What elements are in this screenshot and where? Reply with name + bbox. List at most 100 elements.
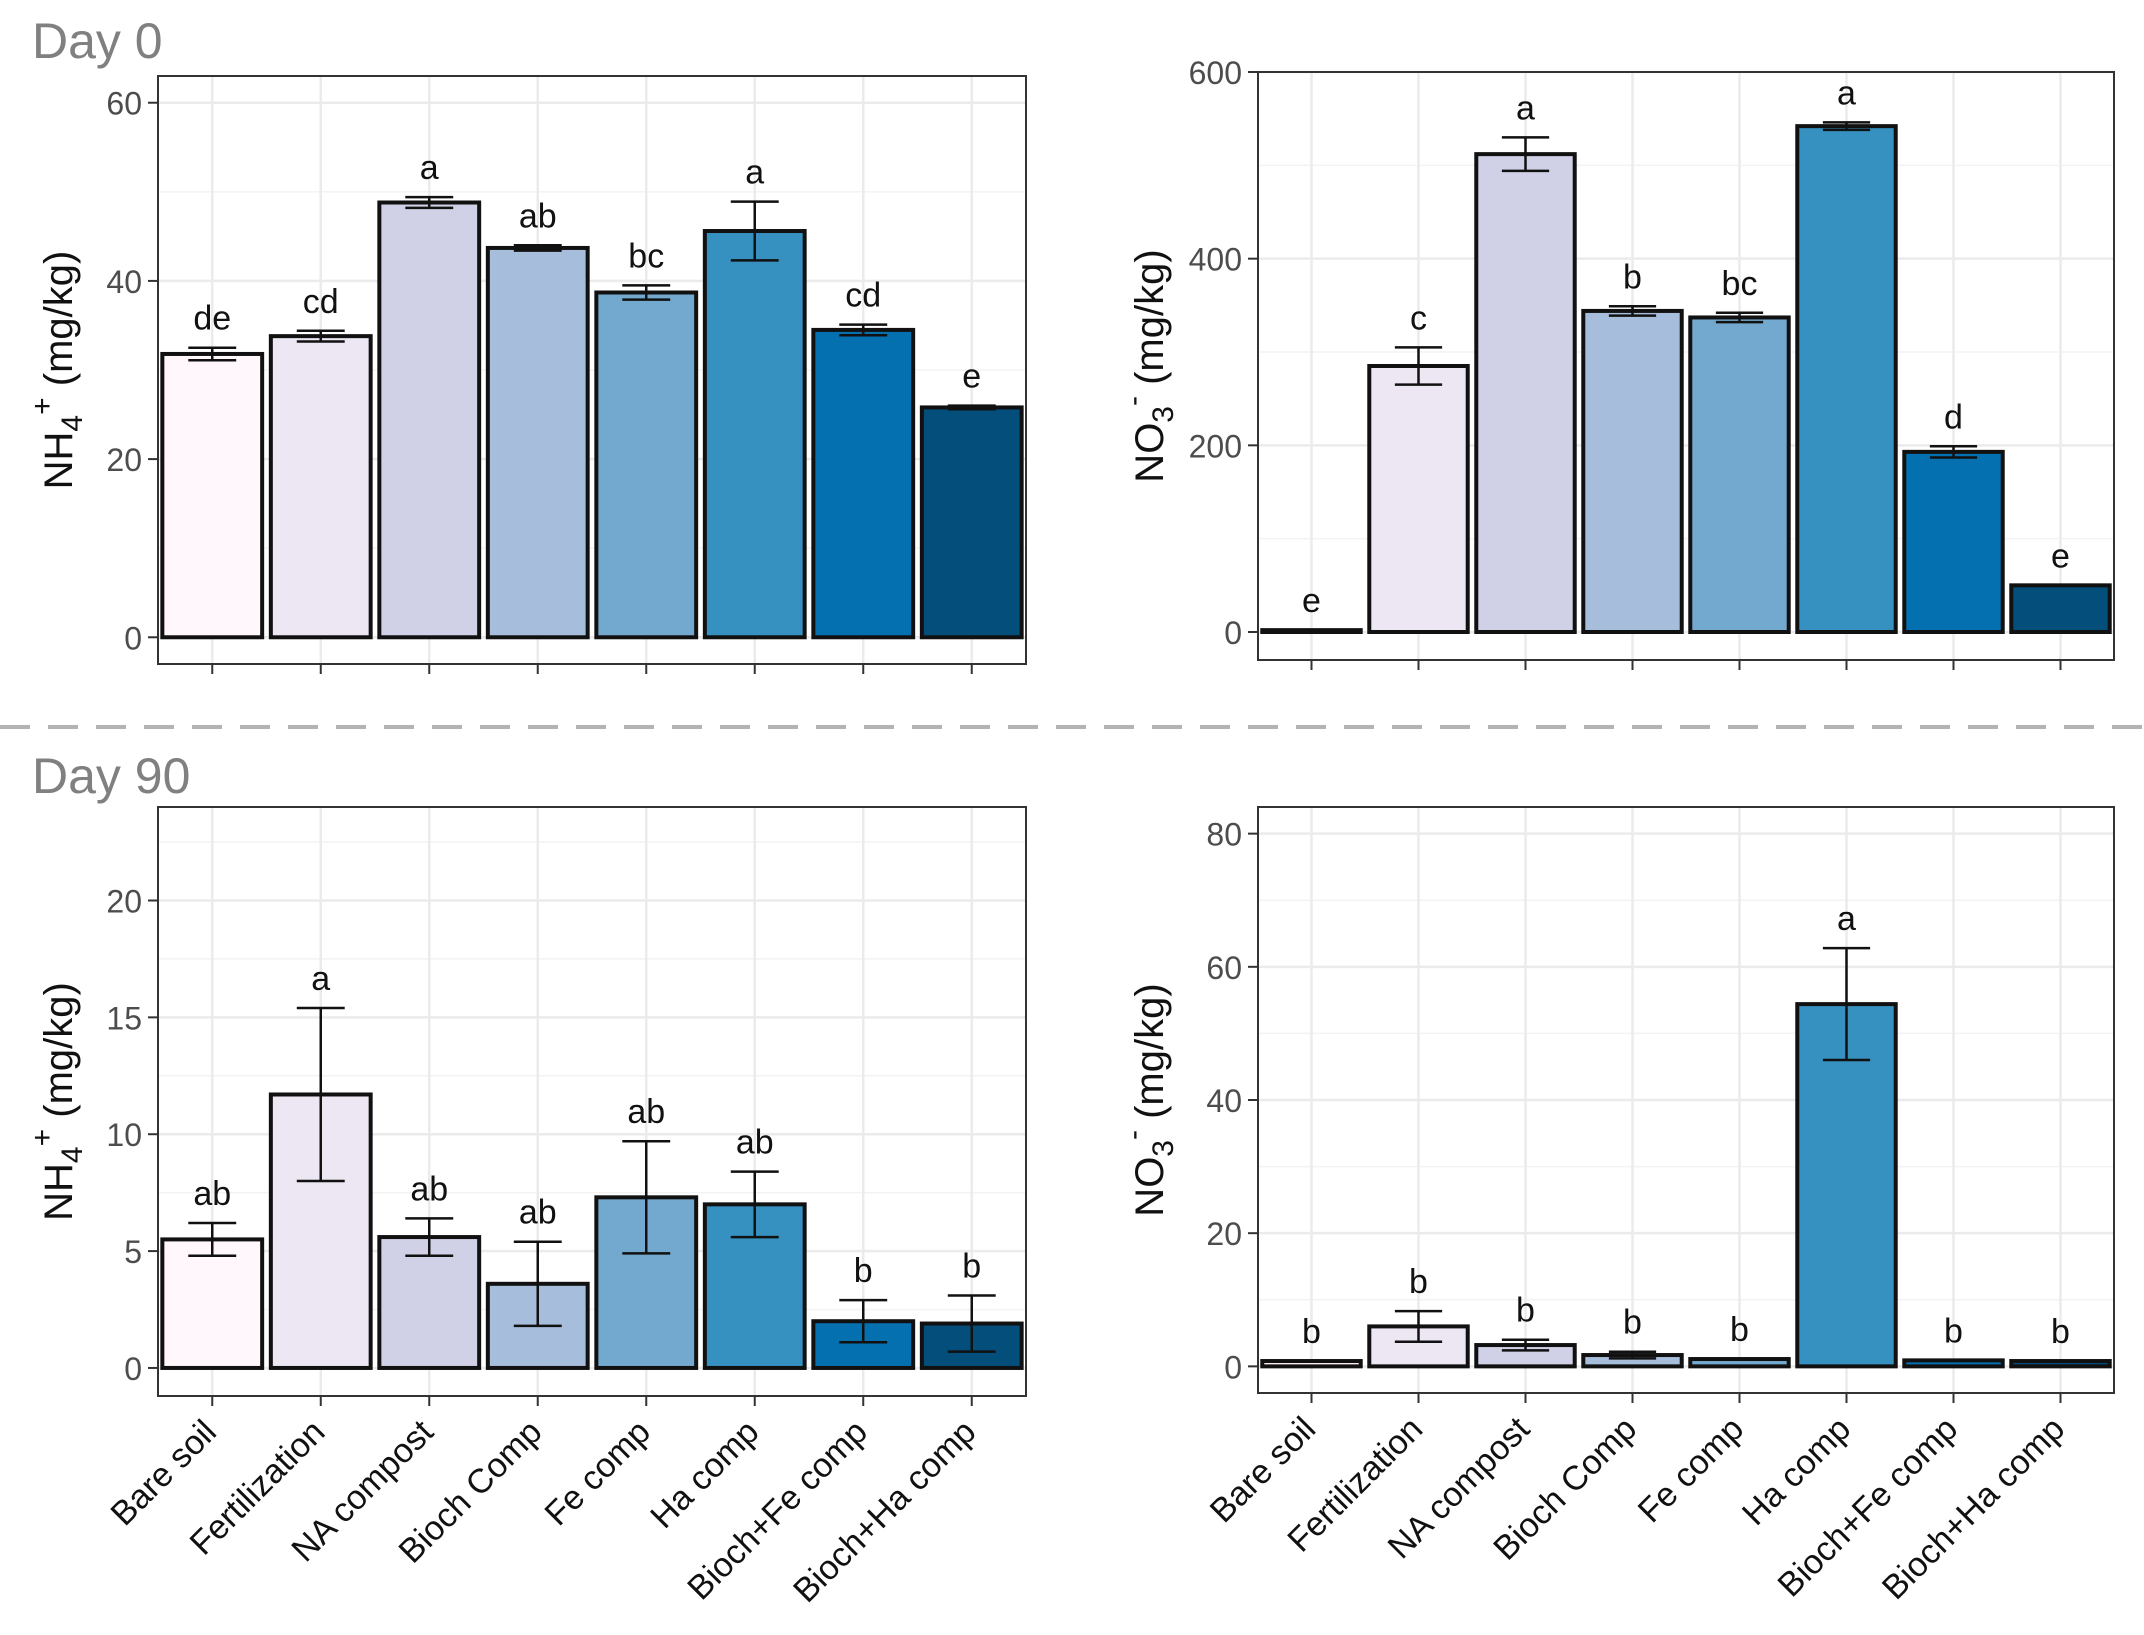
- y-tick-label: 0: [1224, 615, 1242, 651]
- bar-bare-soil: [160, 351, 265, 640]
- y-tick-label: 20: [1206, 1216, 1242, 1252]
- bar-fe-comp: [1688, 1357, 1791, 1369]
- y-axis-title-part: (mg/kg): [1128, 249, 1172, 396]
- bar-ha-comp: [702, 229, 807, 640]
- significance-letter: b: [1944, 1312, 1963, 1350]
- y-tick-label: 20: [106, 442, 142, 478]
- y-axis-title: NH4+ (mg/kg): [26, 982, 89, 1221]
- significance-letter: b: [2051, 1313, 2070, 1351]
- y-axis-title-part: -: [1117, 396, 1150, 406]
- y-axis-title-part: (mg/kg): [37, 251, 81, 398]
- significance-letter: b: [962, 1247, 981, 1285]
- bar-bioch-ha-comp: [2009, 583, 2112, 634]
- significance-letter: b: [1409, 1263, 1428, 1301]
- bar-ha-comp: [1795, 124, 1898, 634]
- panel-border: [1257, 806, 2115, 1394]
- y-tick-label: 200: [1189, 428, 1242, 464]
- y-axis-title-part: NH: [37, 432, 81, 490]
- significance-letter: b: [1730, 1311, 1749, 1349]
- significance-letter: e: [2051, 537, 2070, 575]
- significance-letter: d: [1944, 398, 1963, 436]
- significance-letter: b: [1623, 258, 1642, 296]
- significance-letter: ab: [736, 1124, 774, 1162]
- bar-bare-soil: [1260, 628, 1363, 635]
- bar-ha-comp: [1795, 1002, 1898, 1369]
- y-tick-label: 0: [1224, 1349, 1242, 1385]
- y-tick-label: 15: [106, 1000, 142, 1036]
- bar-fe-comp: [594, 290, 699, 640]
- bar-fertilization: [1367, 1324, 1470, 1369]
- y-axis-title-part: -: [1117, 1130, 1150, 1140]
- significance-letter: bc: [1722, 265, 1758, 303]
- significance-letter: e: [962, 358, 981, 396]
- y-axis-title-part: NO: [1128, 1157, 1172, 1217]
- significance-letter: a: [1837, 900, 1856, 938]
- significance-letter: cd: [845, 277, 881, 315]
- panel-border: [157, 806, 1027, 1397]
- day-90-label: Day 90: [32, 748, 190, 804]
- bar-fertilization: [268, 334, 373, 640]
- y-axis-title-part: +: [26, 397, 59, 415]
- bar-na-compost: [377, 200, 482, 640]
- y-tick-label: 0: [124, 620, 142, 656]
- y-tick-label: 20: [106, 883, 142, 919]
- y-axis-title: NH4+ (mg/kg): [26, 251, 89, 490]
- y-axis-title-part: NH: [37, 1163, 81, 1221]
- y-tick-label: 5: [124, 1234, 142, 1270]
- bar-bioch-comp: [1581, 308, 1684, 634]
- significance-letter: a: [1516, 89, 1535, 127]
- panel-border: [157, 75, 1027, 665]
- y-tick-label: 400: [1189, 242, 1242, 278]
- bar-bioch-ha-comp: [2009, 1359, 2112, 1369]
- y-axis-title-part: 4: [56, 415, 89, 432]
- significance-letter: a: [745, 154, 764, 192]
- significance-letter: b: [1516, 1292, 1535, 1330]
- bar-bare-soil: [1260, 1359, 1363, 1369]
- y-axis-title-part: 4: [56, 1146, 89, 1163]
- significance-letter: ab: [193, 1175, 231, 1213]
- significance-letter: ab: [519, 1194, 557, 1232]
- bar-bioch-fe-comp: [1902, 449, 2005, 634]
- significance-letter: ab: [627, 1093, 665, 1131]
- significance-letter: ab: [410, 1170, 448, 1208]
- y-tick-label: 60: [106, 86, 142, 122]
- significance-letter: c: [1410, 299, 1427, 337]
- y-tick-label: 0: [124, 1351, 142, 1387]
- significance-letter: de: [193, 300, 231, 338]
- significance-letter: b: [854, 1252, 873, 1290]
- significance-letter: ab: [519, 197, 557, 235]
- bar-bioch-comp: [485, 245, 590, 640]
- significance-letter: b: [1302, 1313, 1321, 1351]
- panel-border: [1257, 71, 2115, 661]
- bar-fe-comp: [1688, 315, 1791, 634]
- bar-na-compost: [1474, 152, 1577, 634]
- y-tick-label: 10: [106, 1117, 142, 1153]
- y-axis-title: NO3- (mg/kg): [1117, 249, 1180, 482]
- day-0-label: Day 0: [32, 13, 163, 69]
- y-axis-title-part: (mg/kg): [37, 982, 81, 1129]
- y-tick-label: 80: [1206, 817, 1242, 853]
- significance-letter: cd: [303, 283, 339, 321]
- panel-day0-no3: 0 200 400 600 e c a b bc a d e NO3- (mg/kg): [1117, 55, 2115, 670]
- significance-letter: bc: [628, 237, 664, 275]
- significance-letter: e: [1302, 582, 1321, 620]
- bar-bioch-fe-comp: [811, 327, 916, 640]
- y-axis-title-part: +: [26, 1129, 59, 1147]
- bar-fertilization: [1367, 364, 1470, 634]
- y-axis-title-part: (mg/kg): [1128, 983, 1172, 1130]
- y-axis-title-part: NO: [1128, 423, 1172, 483]
- significance-letter: a: [1837, 74, 1856, 112]
- y-tick-label: 600: [1189, 55, 1242, 91]
- significance-letter: b: [1623, 1304, 1642, 1342]
- y-tick-label: 40: [106, 264, 142, 300]
- bar-bioch-ha-comp: [919, 405, 1024, 640]
- bar-bioch-fe-comp: [1902, 1358, 2005, 1369]
- significance-letter: a: [420, 149, 439, 187]
- y-axis-title-part: 3: [1147, 406, 1180, 423]
- y-tick-label: 60: [1206, 950, 1242, 986]
- panel-day0-nh4: 0 20 40 60 de cd a ab bc a cd e NH4+ (mg/kg): [26, 75, 1027, 674]
- y-tick-label: 40: [1206, 1083, 1242, 1119]
- y-axis-title-part: 3: [1147, 1140, 1180, 1157]
- significance-letter: a: [311, 960, 330, 998]
